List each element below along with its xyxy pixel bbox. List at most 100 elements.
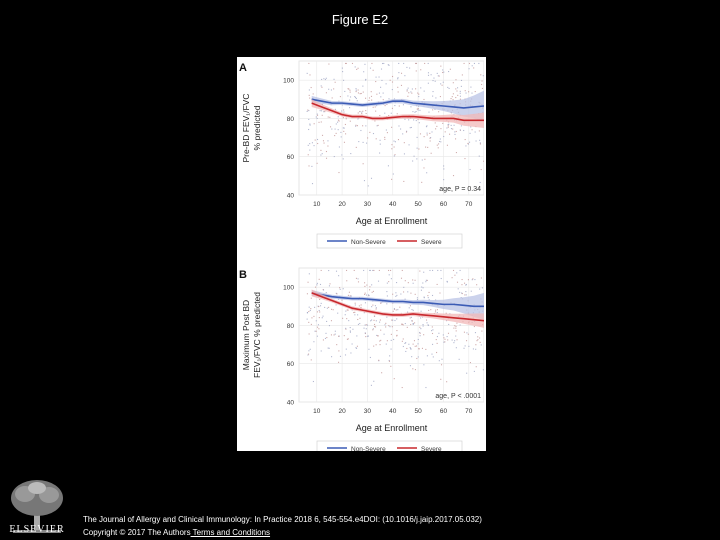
- data-point: [349, 331, 351, 333]
- data-point: [335, 132, 337, 134]
- data-point: [375, 80, 377, 83]
- data-point: [455, 151, 457, 154]
- data-point: [456, 281, 459, 283]
- data-point: [414, 293, 416, 295]
- data-point: [465, 340, 468, 342]
- data-point: [362, 125, 364, 127]
- data-point: [470, 86, 472, 88]
- data-point: [452, 175, 455, 177]
- data-point: [463, 347, 465, 349]
- data-point: [327, 116, 329, 118]
- data-point: [316, 162, 318, 164]
- data-point: [456, 90, 458, 92]
- data-point: [470, 126, 472, 128]
- data-point: [437, 75, 439, 77]
- data-point: [448, 87, 450, 90]
- data-point: [475, 366, 477, 368]
- data-point: [330, 320, 333, 322]
- data-point: [428, 299, 430, 301]
- data-point: [468, 91, 470, 93]
- data-point: [473, 325, 475, 328]
- data-point: [347, 88, 349, 90]
- data-point: [306, 318, 308, 320]
- data-point: [316, 326, 319, 328]
- data-point: [465, 145, 467, 147]
- data-point: [474, 91, 476, 93]
- data-point: [479, 341, 481, 343]
- data-point: [350, 295, 352, 297]
- confidence-band-severe: [311, 289, 484, 328]
- data-point: [417, 92, 419, 94]
- data-point: [389, 355, 391, 357]
- data-point: [372, 290, 375, 292]
- data-point: [481, 83, 483, 86]
- data-point: [471, 65, 473, 67]
- data-point: [467, 142, 469, 144]
- data-point: [391, 326, 393, 328]
- x-tick-label: 40: [389, 408, 397, 415]
- y-tick-label: 40: [287, 400, 295, 407]
- data-point: [371, 99, 373, 101]
- data-point: [459, 129, 461, 131]
- data-point: [318, 278, 320, 280]
- figure-svg: A 40 60 80 100 10 20 30 40 50 60 70 age, P = 0.34 Pre…: [239, 59, 486, 451]
- data-point: [334, 128, 336, 130]
- data-point: [320, 350, 322, 352]
- data-point: [382, 99, 384, 101]
- y-tick-label: 80: [287, 116, 295, 123]
- data-point: [379, 114, 381, 117]
- data-point: [383, 62, 385, 65]
- data-point: [406, 130, 408, 132]
- data-point: [308, 350, 310, 352]
- data-point: [356, 345, 358, 347]
- data-point: [374, 326, 377, 328]
- data-point: [308, 321, 310, 323]
- data-point: [414, 279, 416, 281]
- data-point: [386, 282, 388, 284]
- data-point: [427, 82, 429, 84]
- y-tick-label: 80: [287, 323, 295, 330]
- data-point: [368, 97, 371, 99]
- data-point: [388, 115, 390, 117]
- publisher-name: ELSEVIER: [9, 524, 65, 535]
- data-point: [393, 378, 395, 380]
- terms-link[interactable]: Terms and Conditions: [190, 528, 271, 537]
- data-point: [354, 96, 356, 98]
- data-point: [416, 136, 418, 138]
- data-point: [321, 153, 323, 155]
- data-point: [345, 328, 347, 330]
- data-point: [429, 140, 431, 142]
- data-point: [454, 138, 457, 140]
- data-point: [402, 345, 404, 348]
- data-point: [475, 344, 477, 346]
- data-point: [414, 369, 417, 371]
- data-point: [481, 87, 484, 90]
- data-point: [408, 343, 410, 345]
- data-point: [314, 330, 316, 332]
- data-point: [426, 279, 428, 281]
- data-point: [333, 155, 335, 158]
- data-point: [410, 292, 412, 294]
- data-point: [468, 345, 470, 347]
- data-point: [379, 321, 381, 323]
- data-point: [453, 327, 455, 329]
- data-point: [357, 314, 359, 316]
- data-point: [321, 134, 324, 136]
- data-point: [330, 89, 332, 91]
- data-point: [446, 144, 448, 146]
- panel-letter: A: [239, 62, 247, 74]
- data-point: [404, 298, 406, 300]
- data-point: [409, 127, 411, 129]
- data-point: [314, 306, 316, 308]
- data-point: [371, 291, 373, 293]
- data-point: [403, 180, 405, 182]
- data-point: [335, 270, 338, 272]
- data-point: [359, 111, 361, 113]
- data-point: [431, 326, 433, 328]
- data-point: [373, 269, 375, 272]
- data-point: [458, 358, 460, 360]
- data-point: [412, 323, 414, 325]
- data-point: [415, 119, 417, 122]
- data-point: [442, 334, 444, 336]
- data-point: [473, 67, 475, 69]
